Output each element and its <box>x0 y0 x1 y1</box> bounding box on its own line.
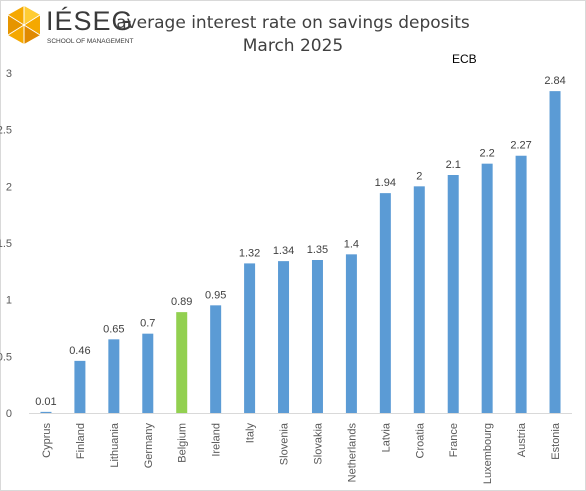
logo-name: IÉSEG <box>46 6 134 36</box>
y-tick-label: 2.5 <box>0 125 12 137</box>
bar-germany <box>142 333 154 413</box>
x-tick-label: Lithuania <box>109 422 121 468</box>
y-tick-label: 0 <box>6 408 12 420</box>
x-tick-label: Latvia <box>380 422 392 452</box>
value-label: 0.65 <box>103 323 124 335</box>
bar-austria <box>515 155 527 413</box>
bar-ireland <box>210 305 222 413</box>
x-tick-label: Finland <box>75 423 87 459</box>
y-tick-label: 0.5 <box>0 351 12 363</box>
x-tick-label: Croatia <box>414 422 426 458</box>
x-axis: Cyprus Finland Lithuania Germany Belgium Irel… <box>29 413 572 484</box>
y-tick-label: 1.5 <box>0 238 12 250</box>
chart-title: average interest rate on savings deposit… <box>116 13 470 33</box>
value-label: 2 <box>416 170 422 182</box>
value-label: 1.32 <box>239 247 260 259</box>
x-tick-label: Slovenia <box>279 422 291 465</box>
bar-slovenia <box>278 261 290 413</box>
value-label: 2.1 <box>446 159 461 171</box>
bar-croatia <box>413 186 425 413</box>
data-labels: 0.01 0.46 0.65 0.7 0.89 0.95 1.32 1.34 1.35 1.4 1.… <box>35 75 565 408</box>
bar-finland <box>74 360 86 413</box>
bar-belgium <box>176 312 188 413</box>
x-tick-label: Germany <box>143 423 155 469</box>
x-tick-label: Belgium <box>177 423 189 463</box>
bar-luxembourg <box>481 163 493 413</box>
bar-france <box>447 175 459 413</box>
bar-lithuania <box>108 339 120 413</box>
value-label: 0.01 <box>35 396 56 408</box>
x-tick-label: Slovakia <box>312 422 324 464</box>
x-tick-label: Netherlands <box>346 423 358 483</box>
bar-slovakia <box>311 260 323 413</box>
bar-cyprus <box>40 411 52 413</box>
y-tick-label: 3 <box>6 68 12 80</box>
x-tick-label: Ireland <box>211 423 223 457</box>
value-label: 0.95 <box>205 289 226 301</box>
logo-hexagon-icon <box>7 6 41 44</box>
value-label: 2.27 <box>510 140 531 152</box>
ieseg-logo: IÉSEG SCHOOL OF MANAGEMENT <box>6 4 134 50</box>
value-label: 0.89 <box>171 296 192 308</box>
x-tick-label: Austria <box>516 422 528 457</box>
x-tick-label: Luxembourg <box>482 423 494 484</box>
value-label: 2.84 <box>544 75 565 87</box>
value-label: 1.4 <box>344 238 359 250</box>
value-label: 1.94 <box>375 177 396 189</box>
x-tick-label: Italy <box>245 423 257 444</box>
logo-subtitle: SCHOOL OF MANAGEMENT <box>47 38 134 45</box>
x-tick-label: France <box>448 423 460 457</box>
x-tick-label: Estonia <box>550 422 562 460</box>
value-label: 0.7 <box>140 318 155 330</box>
bar-latvia <box>379 193 391 413</box>
y-axis: 0 0.5 1 1.5 2 2.5 3 <box>0 68 12 420</box>
bars <box>40 91 561 413</box>
x-tick-label: Cyprus <box>41 423 53 458</box>
value-label: 0.46 <box>69 345 90 357</box>
chart-subtitle: March 2025 <box>242 36 344 56</box>
bar-estonia <box>549 91 561 413</box>
bar-italy <box>244 263 256 413</box>
source-label: ECB <box>452 52 477 66</box>
y-tick-label: 1 <box>6 295 12 307</box>
value-label: 1.35 <box>307 244 328 256</box>
y-tick-label: 2 <box>6 181 12 193</box>
value-label: 1.34 <box>273 245 294 257</box>
bar-netherlands <box>345 254 357 413</box>
value-label: 2.2 <box>480 148 495 160</box>
